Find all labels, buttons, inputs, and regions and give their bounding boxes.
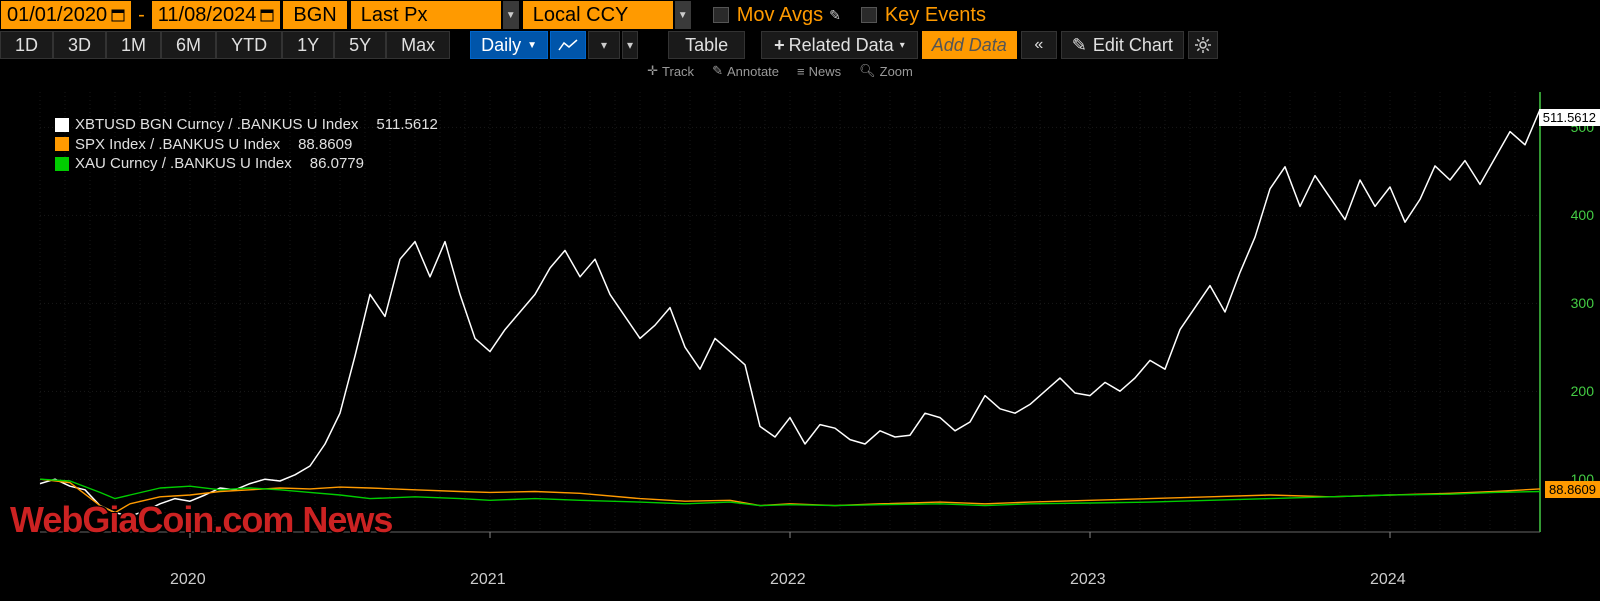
search-icon: 🔍︎ xyxy=(859,63,876,79)
legend-row[interactable]: XAU Curncy / .BANKUS U Index 86.0779 xyxy=(55,154,438,174)
x-year-label: 2024 xyxy=(1370,571,1406,589)
legend-swatch xyxy=(55,157,69,171)
legend-label: XBTUSD BGN Curncy / .BANKUS U Index xyxy=(75,115,358,135)
range-buttons: 1D3D1M6MYTD1Y5YMax xyxy=(0,31,450,59)
y-tick-label: 400 xyxy=(1554,207,1594,223)
edit-chart-button[interactable]: ✎ Edit Chart xyxy=(1061,31,1184,59)
range-button-max[interactable]: Max xyxy=(386,31,450,59)
legend-box: XBTUSD BGN Curncy / .BANKUS U Index 511.5… xyxy=(55,115,438,174)
interval-select[interactable]: Daily ▼ xyxy=(470,31,548,59)
source-field[interactable]: BGN xyxy=(283,1,346,29)
pencil-icon: ✎ xyxy=(712,63,723,79)
date-separator: - xyxy=(132,4,151,27)
crosshair-icon: ✛ xyxy=(647,63,658,79)
list-icon: ≡ xyxy=(797,64,805,79)
currency-dropdown-icon[interactable]: ▼ xyxy=(675,1,691,29)
checkbox-box xyxy=(861,7,877,23)
legend-row[interactable]: XBTUSD BGN Curncy / .BANKUS U Index 511.5… xyxy=(55,115,438,135)
legend-swatch xyxy=(55,137,69,151)
zoom-button[interactable]: 🔍︎ Zoom xyxy=(859,63,913,79)
key-events-checkbox[interactable]: Key Events xyxy=(861,4,986,27)
date-to-value: 11/08/2024 xyxy=(158,4,257,27)
table-button[interactable]: Table xyxy=(668,31,745,59)
legend-label: XAU Curncy / .BANKUS U Index xyxy=(75,154,292,174)
watermark-text: WebGiaCoin.com News xyxy=(10,499,392,541)
annotate-label: Annotate xyxy=(727,64,779,79)
price-tag-current: 511.5612 xyxy=(1539,109,1600,126)
range-button-5y[interactable]: 5Y xyxy=(334,31,386,59)
x-year-label: 2022 xyxy=(770,571,806,589)
settings-gear-button[interactable] xyxy=(1188,31,1218,59)
key-events-label: Key Events xyxy=(885,4,986,27)
range-button-6m[interactable]: 6M xyxy=(161,31,216,59)
range-button-ytd[interactable]: YTD xyxy=(216,31,282,59)
chart-type-line-button[interactable] xyxy=(550,31,586,59)
y-tick-label: 300 xyxy=(1554,295,1594,311)
legend-swatch xyxy=(55,118,69,132)
chart-type-dropdown-2[interactable]: ▾ xyxy=(622,31,638,59)
chart-type-dropdown[interactable]: ▾ xyxy=(588,31,620,59)
legend-value: 86.0779 xyxy=(310,154,364,174)
toolbar-row-1: 01/01/2020 - 11/08/2024 BGN Last Px ▼ Lo… xyxy=(0,0,1600,30)
related-data-button[interactable]: + Related Data ▾ xyxy=(761,31,918,59)
collapse-left-button[interactable]: « xyxy=(1021,31,1057,59)
price-type-dropdown-icon[interactable]: ▼ xyxy=(503,1,519,29)
sub-toolbar: ✛ Track ✎ Annotate ≡ News 🔍︎ Zoom xyxy=(600,60,960,82)
mov-avgs-checkbox[interactable]: Mov Avgs ✎ xyxy=(713,4,841,27)
y-tick-label: 200 xyxy=(1554,383,1594,399)
y-axis-labels: 100200300400500 xyxy=(1554,82,1598,542)
legend-label: SPX Index / .BANKUS U Index xyxy=(75,135,280,155)
legend-value: 511.5612 xyxy=(376,115,437,135)
checkbox-box xyxy=(713,7,729,23)
news-label: News xyxy=(809,64,842,79)
pencil-icon: ✎ xyxy=(1072,35,1087,56)
mov-avgs-label: Mov Avgs xyxy=(737,4,823,27)
interval-label: Daily xyxy=(481,35,521,56)
range-button-3d[interactable]: 3D xyxy=(53,31,106,59)
calendar-icon xyxy=(111,8,125,22)
range-button-1m[interactable]: 1M xyxy=(106,31,161,59)
pencil-icon[interactable]: ✎ xyxy=(829,7,841,24)
legend-value: 88.8609 xyxy=(298,135,352,155)
currency-field[interactable]: Local CCY xyxy=(523,1,673,29)
toolbar-row-2: 1D3D1M6MYTD1Y5YMax Daily ▼ ▾ ▾ Table + R… xyxy=(0,30,1600,60)
calendar-icon xyxy=(260,8,274,22)
x-year-label: 2021 xyxy=(470,571,506,589)
track-label: Track xyxy=(662,64,694,79)
track-button[interactable]: ✛ Track xyxy=(647,63,694,79)
x-year-label: 2020 xyxy=(170,571,206,589)
date-from-value: 01/01/2020 xyxy=(7,4,107,27)
chevron-down-icon: ▾ xyxy=(900,40,905,51)
plus-icon: + xyxy=(774,35,785,56)
zoom-label: Zoom xyxy=(880,64,913,79)
related-data-label: Related Data xyxy=(789,35,894,56)
x-year-label: 2023 xyxy=(1070,571,1106,589)
annotate-button[interactable]: ✎ Annotate xyxy=(712,63,779,79)
date-from-input[interactable]: 01/01/2020 xyxy=(1,1,131,29)
range-button-1y[interactable]: 1Y xyxy=(282,31,334,59)
price-tag-spx: 88.8609 xyxy=(1545,481,1600,498)
price-type-field[interactable]: Last Px xyxy=(351,1,501,29)
edit-chart-label: Edit Chart xyxy=(1093,35,1173,56)
chevron-down-icon: ▼ xyxy=(527,40,537,51)
x-axis-labels: 2020 2021 2022 2023 2024 xyxy=(10,565,1550,589)
add-data-button[interactable]: Add Data xyxy=(922,31,1017,59)
news-button[interactable]: ≡ News xyxy=(797,64,841,79)
range-button-1d[interactable]: 1D xyxy=(0,31,53,59)
date-to-input[interactable]: 11/08/2024 xyxy=(152,1,281,29)
legend-row[interactable]: SPX Index / .BANKUS U Index 88.8609 xyxy=(55,135,438,155)
